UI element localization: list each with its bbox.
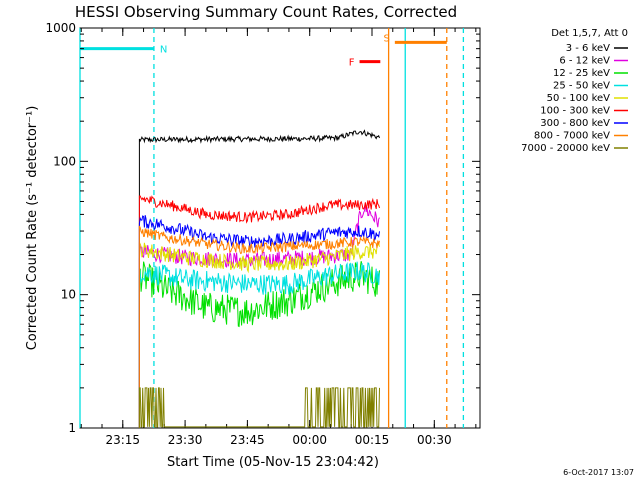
legend-label-1: 6 - 12 keV [559, 56, 610, 67]
x-tick-label-1: 23:30 [168, 433, 203, 447]
legend-label-7: 800 - 7000 keV [534, 131, 610, 142]
legend-label-0: 3 - 6 keV [566, 43, 610, 54]
x-axis-label: Start Time (05-Nov-15 23:04:42) [167, 455, 379, 470]
x-tick-label-4: 00:15 [355, 433, 390, 447]
annotation-label-s: S [383, 33, 389, 44]
legend-header: Det 1,5,7, Att 0 [551, 28, 628, 39]
y-tick-label-0: 1 [68, 421, 76, 435]
legend-label-3: 25 - 50 keV [553, 81, 610, 92]
y-tick-label-1: 10 [61, 288, 76, 302]
chart-title: HESSI Observing Summary Count Rates, Cor… [75, 3, 457, 21]
series-line-4 [138, 242, 380, 428]
legend-label-5: 100 - 300 keV [540, 106, 610, 117]
legend-label-4: 50 - 100 keV [547, 93, 611, 104]
legend-label-8: 7000 - 20000 keV [521, 143, 610, 154]
series-line-5 [138, 195, 380, 428]
timestamp: 6-Oct-2017 13:07 [563, 468, 634, 477]
series-line-7 [138, 225, 380, 428]
legend-label-6: 300 - 800 keV [540, 118, 610, 129]
y-tick-label-3: 1000 [45, 21, 76, 35]
annotation-label-n: N [160, 45, 167, 56]
series-line-6 [138, 215, 380, 428]
y-tick-label-2: 100 [53, 154, 76, 168]
series-line-0 [138, 129, 380, 428]
x-tick-label-3: 00:00 [292, 433, 327, 447]
series-line-2 [138, 261, 380, 428]
x-tick-label-2: 23:45 [230, 433, 265, 447]
x-tick-label-0: 23:15 [105, 433, 140, 447]
annotation-label-f: F [349, 58, 355, 69]
series-line-8 [138, 387, 380, 428]
series-line-3 [138, 261, 380, 428]
y-axis-label: Corrected Count Rate (s⁻¹ detector⁻¹) [25, 106, 40, 351]
legend-label-2: 12 - 25 keV [553, 68, 610, 79]
x-tick-label-5: 00:30 [417, 433, 452, 447]
